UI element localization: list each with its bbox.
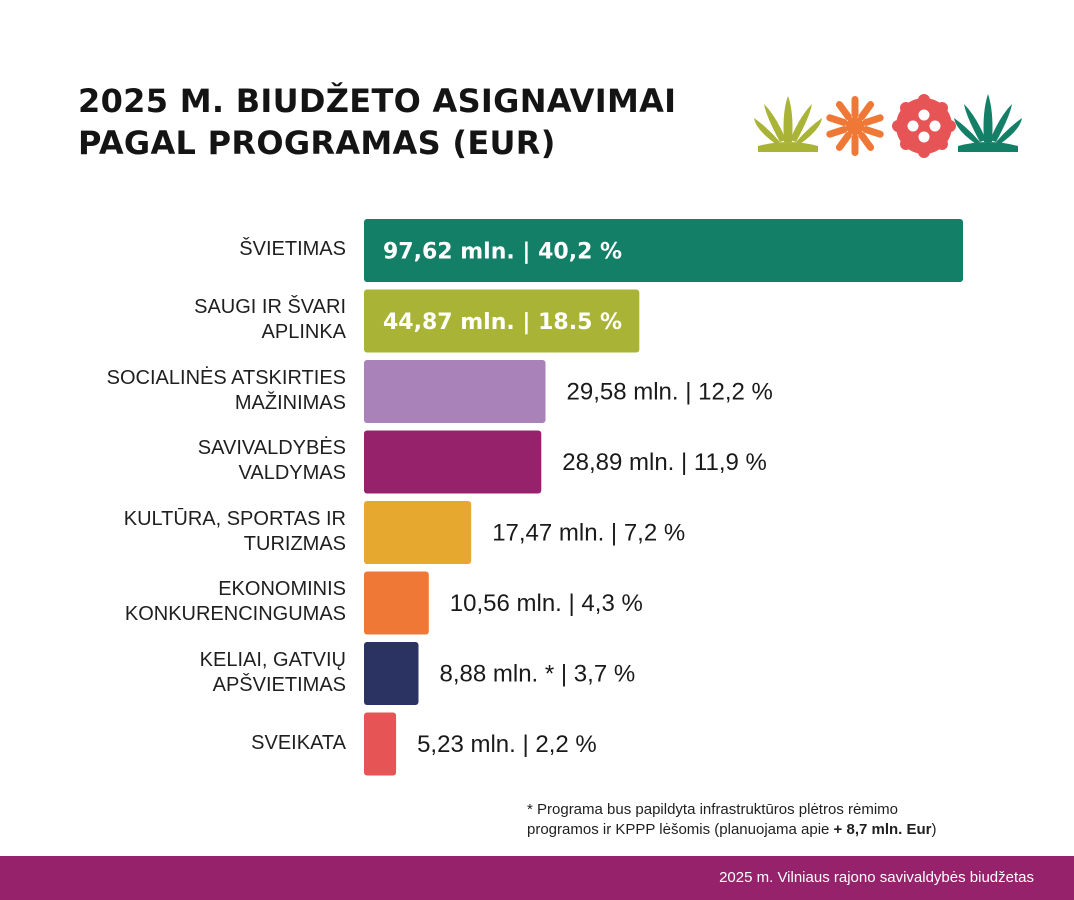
footnote-text: programos ir KPPP lėšomis (planuojama ap…	[527, 821, 834, 838]
footnote-line-1: * Programa bus papildyta infrastruktūros…	[527, 801, 898, 818]
bar-value-6: 8,88 mln. *	[439, 661, 560, 688]
footnote-highlight: + 8,7 mln. Eur	[833, 821, 932, 838]
bar-value-label-1: 44,87 mln. | 18.5 %	[383, 310, 622, 335]
red-flower-icon	[892, 94, 956, 158]
bar-share-4: 7,2 %	[624, 520, 685, 547]
bar-value-label-5: 10,56 mln. | 4,3 %	[450, 590, 643, 617]
bar-share-3: 11,9 %	[694, 449, 767, 476]
bar-share-6: 3,7 %	[574, 661, 635, 688]
bar-value-label-6: 8,88 mln. * | 3,7 %	[439, 661, 635, 688]
bar-4	[364, 501, 472, 564]
bar-6	[364, 642, 419, 705]
bar-value-5: 10,56 mln.	[450, 590, 569, 617]
bar-1	[364, 289, 640, 353]
bar-share-0: 40,2 %	[538, 240, 622, 265]
bar-separator-5: |	[569, 590, 582, 617]
footnote-line-2: programos ir KPPP lėšomis (planuojama ap…	[527, 820, 1047, 840]
page-title: 2025 M. BIUDŽETO ASIGNAVIMAI PAGAL PROGR…	[78, 80, 676, 164]
bar-share-2: 12,2 %	[698, 379, 773, 406]
decorative-icons	[754, 94, 1022, 158]
bar-value-1: 44,87 mln.	[383, 310, 522, 335]
green-fan-icon	[754, 96, 822, 152]
bar-share-7: 2,2 %	[535, 731, 596, 758]
bar-value-7: 5,23 mln.	[417, 731, 522, 758]
bar-separator-7: |	[522, 731, 535, 758]
bar-value-label-3: 28,89 mln. | 11,9 %	[562, 449, 767, 476]
bar-value-label-2: 29,58 mln. | 12,2 %	[567, 379, 773, 406]
bar-share-1: 18.5 %	[538, 310, 622, 335]
bar-5	[364, 571, 429, 635]
bar-separator-0: |	[522, 240, 538, 265]
bar-value-label-7: 5,23 mln. | 2,2 %	[417, 731, 597, 758]
bar-value-4: 17,47 mln.	[492, 520, 611, 547]
bar-7	[364, 712, 397, 776]
orange-star-icon	[826, 96, 884, 156]
title-line-2: PAGAL PROGRAMAS (EUR)	[78, 124, 556, 162]
footer-band: 2025 m. Vilniaus rajono savivaldybės biu…	[0, 856, 1074, 900]
budget-bar-chart: 97,62 mln. | 40,2 % 44,87 mln. | 18.5 % 29…	[364, 219, 963, 776]
bar-value-0: 97,62 mln.	[383, 240, 522, 265]
bar-separator-1: |	[522, 310, 538, 335]
bar-separator-6: |	[561, 661, 574, 688]
bar-separator-2: |	[685, 379, 698, 406]
bar-3	[364, 430, 542, 494]
bar-share-5: 4,3 %	[581, 590, 642, 617]
bar-separator-3: |	[681, 449, 694, 476]
title-line-1: 2025 M. BIUDŽETO ASIGNAVIMAI	[78, 82, 677, 120]
bar-0	[364, 219, 963, 282]
bar-value-label-0: 97,62 mln. | 40,2 %	[383, 240, 622, 265]
bar-value-2: 29,58 mln.	[567, 379, 686, 406]
footer-text: 2025 m. Vilniaus rajono savivaldybės biu…	[719, 869, 1034, 886]
bar-value-label-4: 17,47 mln. | 7,2 %	[492, 520, 685, 547]
bar-separator-4: |	[611, 520, 624, 547]
footnote: * Programa bus papildyta infrastruktūros…	[527, 800, 1047, 840]
bar-2	[364, 360, 546, 423]
footnote-close: )	[931, 821, 937, 838]
teal-fan-icon	[954, 94, 1022, 152]
bar-value-3: 28,89 mln.	[562, 449, 681, 476]
